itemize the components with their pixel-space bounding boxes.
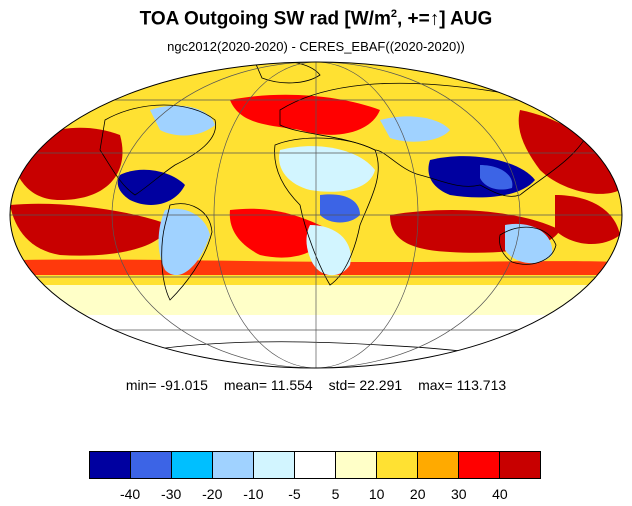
colorbar-swatch <box>254 452 295 478</box>
field-central-africa <box>320 194 360 223</box>
colorbar-swatch <box>418 452 459 478</box>
stats-max-label: max= <box>418 377 453 393</box>
coast-north-america <box>99 104 217 196</box>
colorbar-tick-label: -10 <box>243 486 264 502</box>
stats-line: min= -91.015 mean= 11.554 std= 22.291 ma… <box>0 377 632 393</box>
globe-border <box>9 61 623 369</box>
field-wpacific-south <box>555 195 620 245</box>
colorbar-swatch <box>131 452 172 478</box>
stats-mean-value: 11.554 <box>270 377 313 393</box>
field-north-africa <box>279 146 375 192</box>
colorbar-tick-label: 10 <box>368 486 385 502</box>
colorbar-swatch <box>213 452 254 478</box>
colorbar-tick-label: -30 <box>161 486 182 502</box>
colorbar-swatch <box>377 452 418 478</box>
coast-south-america <box>161 203 213 301</box>
coast-eurasia <box>279 82 591 197</box>
colorbar-tick-label: 40 <box>492 486 508 502</box>
colorbar-ticks: -40 -30 -20 -10 -5 5 10 20 30 40 <box>89 486 541 504</box>
colorbar-tick-label: 20 <box>409 486 426 502</box>
colorbar-swatch <box>500 452 540 478</box>
figure-title: TOA Outgoing SW rad [W/m2, +=↑] AUG <box>0 8 632 30</box>
field-india <box>480 165 513 190</box>
field-npacific-west <box>518 110 620 194</box>
colorbar-tick-label: 5 <box>331 486 340 502</box>
field-southern-africa <box>306 225 351 276</box>
stats-std-label: std= <box>328 377 356 393</box>
colorbar-swatch <box>336 452 377 478</box>
colorbar-tick-label: -5 <box>288 486 301 502</box>
title-prefix: TOA Outgoing SW rad [W/m <box>139 8 391 30</box>
mollweide-map <box>9 61 623 369</box>
stats-mean-label: mean= <box>223 377 268 393</box>
field-south-america <box>158 208 210 276</box>
field-north-america <box>150 105 215 136</box>
title-suffix: , +=↑] AUG <box>396 8 493 30</box>
graticule <box>10 62 622 368</box>
colorbar-swatch <box>172 452 213 478</box>
coastlines <box>99 62 591 359</box>
colorbar <box>89 451 541 479</box>
coast-australia <box>499 226 557 265</box>
title-superscript: 2 <box>390 8 397 20</box>
field-natlantic-europe <box>230 94 380 135</box>
field-central-america <box>117 169 185 205</box>
colorbar-tick-label: -20 <box>202 486 223 502</box>
field-epacific-south <box>10 203 170 256</box>
colorbar-swatch <box>295 452 336 478</box>
colorbar-tick-label: 30 <box>451 486 467 502</box>
field-satlantic <box>229 208 330 258</box>
figure-subtitle: ngc2012(2020-2020) - CERES_EBAF((2020-20… <box>167 39 465 54</box>
stats-min-label: min= <box>125 377 157 393</box>
coast-greenland <box>254 62 321 84</box>
meridian-60 <box>111 62 521 368</box>
stats-std-value: 22.291 <box>359 377 403 393</box>
stats-max-value: 113.713 <box>456 377 507 393</box>
colorbar-swatch <box>459 452 500 478</box>
field-australia <box>505 223 553 264</box>
meridian-120 <box>213 62 419 368</box>
stats-min-value: -91.015 <box>160 377 208 393</box>
colorbar-swatch <box>90 452 131 478</box>
colorbar-tick-label: -40 <box>119 486 141 502</box>
